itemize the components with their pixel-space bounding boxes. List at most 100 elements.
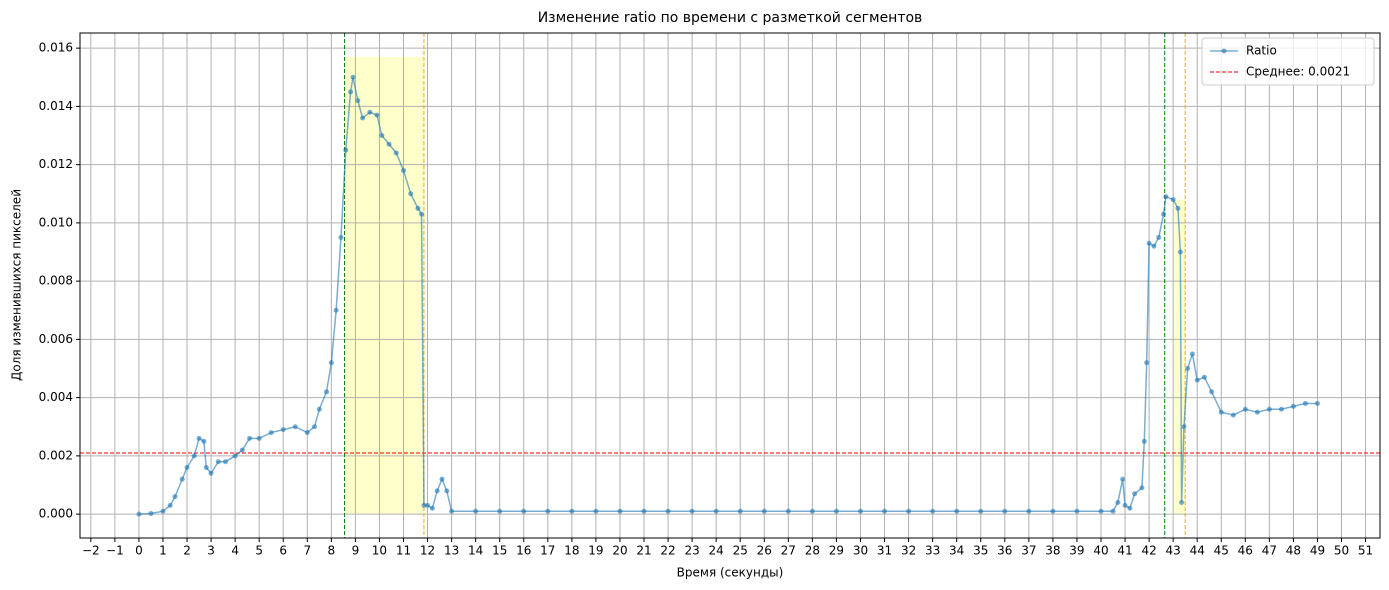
data-point xyxy=(906,508,912,514)
legend: Ratio Среднее: 0.0021 xyxy=(1201,37,1375,86)
x-tick-label: 14 xyxy=(468,544,483,558)
x-tick-label: 12 xyxy=(420,544,435,558)
data-point xyxy=(1115,499,1121,505)
y-tick-label: 0.002 xyxy=(39,448,73,462)
chart-title: Изменение ratio по времени с разметкой с… xyxy=(538,10,923,26)
data-point xyxy=(201,438,207,444)
x-tick-label: 41 xyxy=(1117,544,1132,558)
data-point xyxy=(348,89,354,95)
y-axis-label: Доля изменившихся пикселей xyxy=(10,189,24,381)
data-point xyxy=(1254,409,1260,415)
data-point xyxy=(136,511,142,517)
data-point xyxy=(444,488,450,494)
legend-label: Ratio xyxy=(1246,44,1277,58)
data-point xyxy=(1302,400,1308,406)
x-tick-label: 32 xyxy=(901,544,916,558)
data-point xyxy=(1194,377,1200,383)
data-point xyxy=(167,502,173,508)
y-tick-label: 0.012 xyxy=(39,157,73,171)
data-point xyxy=(439,476,445,482)
data-point xyxy=(1127,505,1133,511)
x-tick-label: 5 xyxy=(255,544,263,558)
x-tick-label: 13 xyxy=(444,544,459,558)
data-point xyxy=(930,508,936,514)
data-point xyxy=(328,360,334,366)
x-tick-label: −1 xyxy=(106,544,124,558)
data-point xyxy=(833,508,839,514)
x-tick-label: 7 xyxy=(303,544,311,558)
y-tick-label: 0.014 xyxy=(39,99,73,113)
data-point xyxy=(521,508,527,514)
data-point xyxy=(1002,508,1008,514)
data-point xyxy=(415,205,421,211)
data-point xyxy=(223,459,229,465)
legend-box xyxy=(1201,37,1375,86)
x-tick-label: 28 xyxy=(805,544,820,558)
data-point xyxy=(239,447,245,453)
data-point xyxy=(379,133,385,139)
data-point xyxy=(421,502,427,508)
data-point xyxy=(1139,485,1145,491)
data-point xyxy=(1098,508,1104,514)
data-point xyxy=(857,508,863,514)
data-point xyxy=(408,191,414,197)
x-tick-label: 36 xyxy=(997,544,1012,558)
data-point xyxy=(367,109,373,115)
data-point xyxy=(429,505,435,511)
data-point xyxy=(256,435,262,441)
data-point xyxy=(1141,438,1147,444)
x-tick-label: 29 xyxy=(829,544,844,558)
x-tick-label: 15 xyxy=(492,544,507,558)
data-point xyxy=(1161,211,1167,217)
data-point xyxy=(641,508,647,514)
x-tick-label: 21 xyxy=(636,544,651,558)
y-tick-label: 0.008 xyxy=(39,274,73,288)
data-point xyxy=(1120,476,1126,482)
data-point xyxy=(1189,351,1195,357)
data-line xyxy=(138,77,1318,515)
x-tick-label: 40 xyxy=(1093,544,1108,558)
data-point xyxy=(247,435,253,441)
data-point xyxy=(1074,508,1080,514)
data-point xyxy=(268,430,274,436)
x-tick-label: 1 xyxy=(159,544,167,558)
x-tick-label: 31 xyxy=(877,544,892,558)
legend-label: Среднее: 0.0021 xyxy=(1246,65,1350,79)
x-tick-label: 0 xyxy=(135,544,143,558)
data-point xyxy=(1266,406,1272,412)
x-tick-label: 8 xyxy=(328,544,336,558)
x-tick-label: 38 xyxy=(1045,544,1060,558)
data-point xyxy=(1132,491,1138,497)
x-tick-label: 23 xyxy=(684,544,699,558)
data-point xyxy=(1181,424,1187,430)
data-point xyxy=(1144,360,1150,366)
x-tick-label: 10 xyxy=(372,544,387,558)
data-point xyxy=(689,508,695,514)
data-point xyxy=(350,74,356,80)
data-point xyxy=(1163,194,1169,200)
x-tick-label: 9 xyxy=(352,544,360,558)
data-point xyxy=(449,508,455,514)
x-tick-label: 51 xyxy=(1358,544,1373,558)
data-point xyxy=(1170,197,1176,203)
data-point xyxy=(978,508,984,514)
x-tick-label: 39 xyxy=(1069,544,1084,558)
x-tick-label: 25 xyxy=(733,544,748,558)
highlight-span xyxy=(344,56,424,515)
data-point xyxy=(312,424,318,430)
data-point xyxy=(172,494,178,500)
x-tick-label: 30 xyxy=(853,544,868,558)
data-point xyxy=(343,147,349,153)
data-point xyxy=(324,389,330,395)
data-point xyxy=(1050,508,1056,514)
data-point xyxy=(1185,366,1191,372)
x-tick-label: 2 xyxy=(183,544,191,558)
data-point xyxy=(419,211,425,217)
data-point xyxy=(434,488,440,494)
data-point xyxy=(1026,508,1032,514)
data-point xyxy=(1209,389,1215,395)
x-tick-label: 20 xyxy=(612,544,627,558)
data-point xyxy=(1242,406,1248,412)
data-point xyxy=(473,508,479,514)
